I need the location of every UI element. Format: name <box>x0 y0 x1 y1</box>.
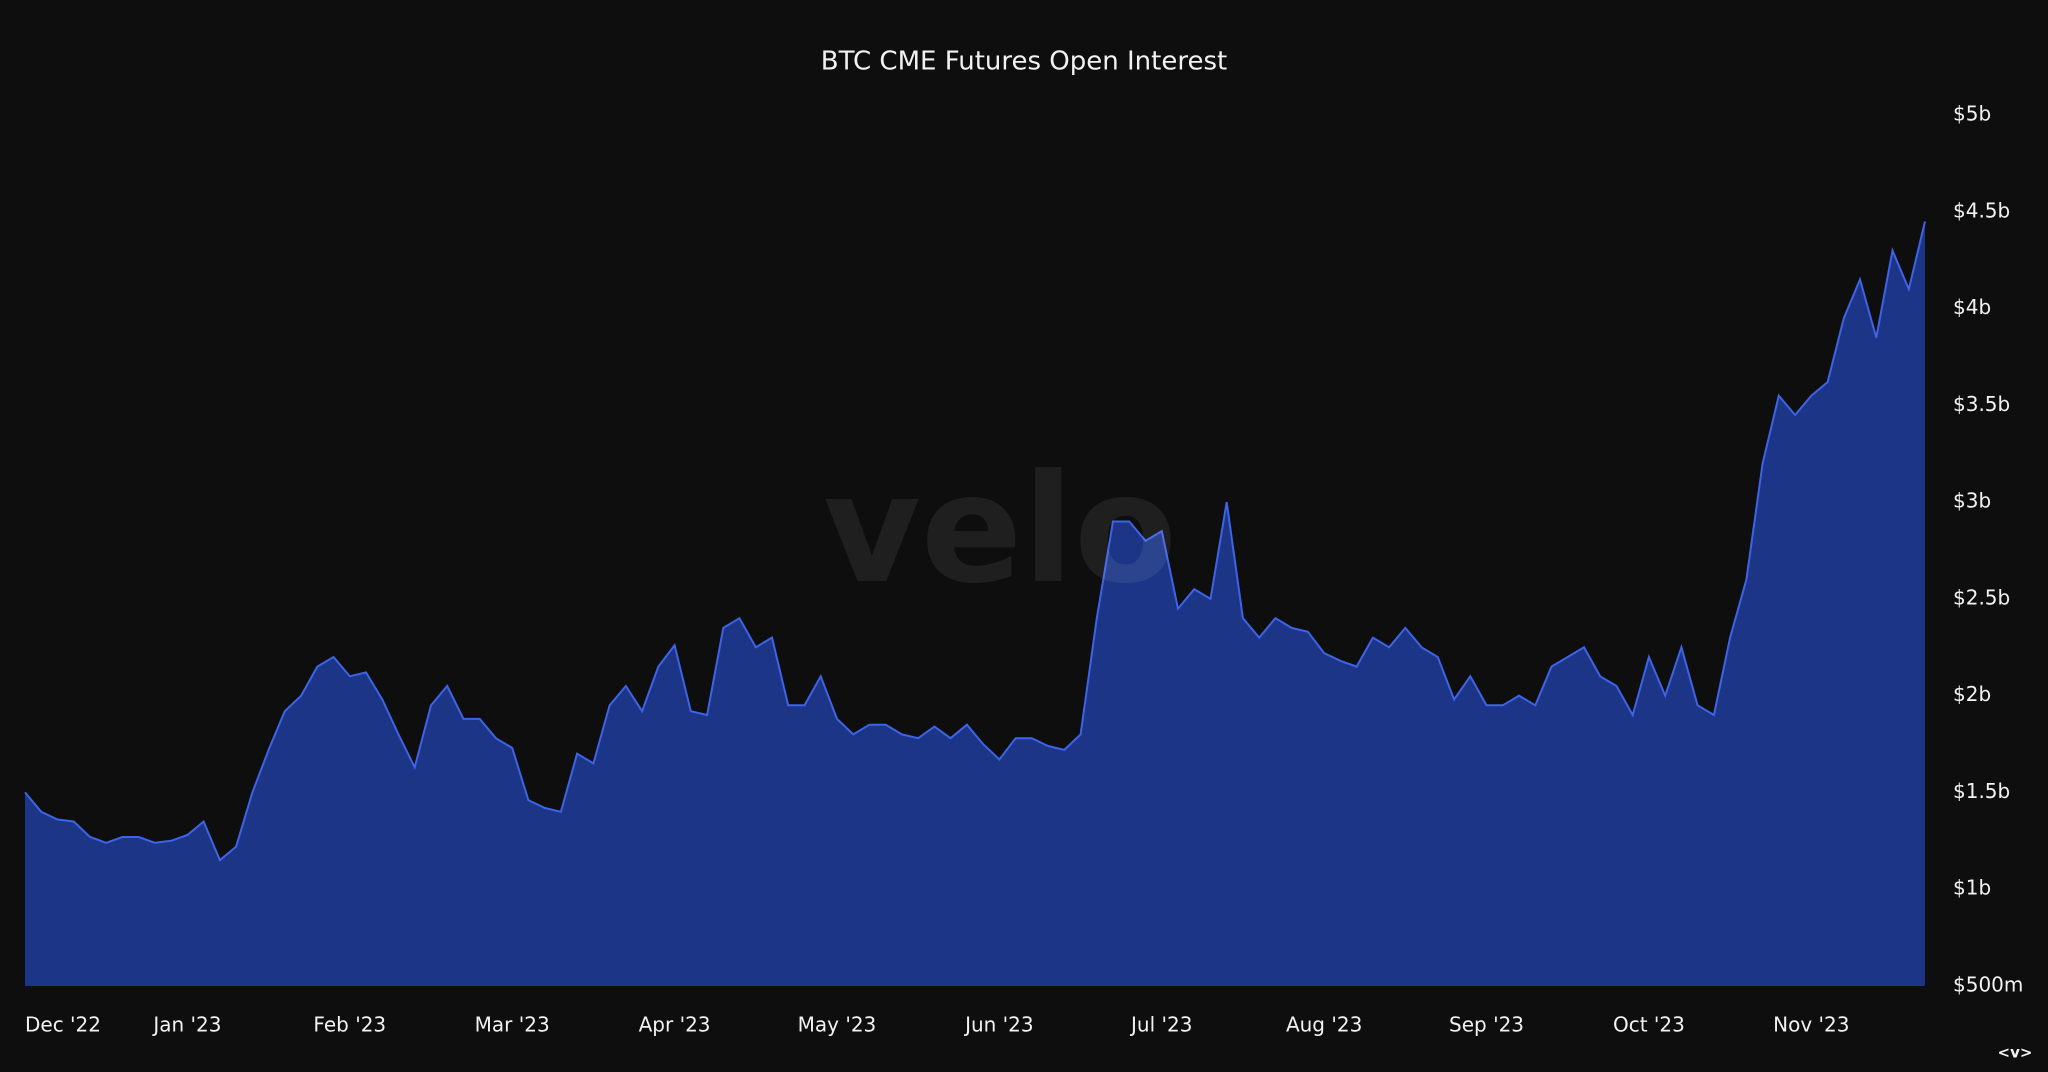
y-tick-label: $1.5b <box>1953 779 2010 803</box>
x-tick-label: Jun '23 <box>963 1013 1034 1037</box>
y-tick-label: $2b <box>1953 682 1991 706</box>
x-tick-label: Feb '23 <box>313 1013 386 1037</box>
watermark: velo <box>823 443 1177 617</box>
y-tick-label: $5b <box>1953 102 1991 126</box>
x-tick-label: Dec '22 <box>25 1013 101 1037</box>
x-tick-label: Jan '23 <box>151 1013 221 1037</box>
y-tick-label: $3b <box>1953 489 1991 513</box>
y-tick-label: $3.5b <box>1953 392 2010 416</box>
x-tick-label: Mar '23 <box>475 1013 550 1037</box>
x-tick-label: Sep '23 <box>1449 1013 1524 1037</box>
y-tick-label: $2.5b <box>1953 585 2010 609</box>
x-tick-label: Nov '23 <box>1773 1013 1849 1037</box>
chart-title: BTC CME Futures Open Interest <box>821 47 1227 77</box>
area <box>25 221 1925 986</box>
x-tick-label: Oct '23 <box>1613 1013 1685 1037</box>
x-tick-label: Apr '23 <box>639 1013 711 1037</box>
y-tick-label: $1b <box>1953 876 1991 900</box>
x-tick-label: Aug '23 <box>1286 1013 1362 1037</box>
y-tick-label: $500m <box>1953 973 2023 997</box>
y-tick-label: $4.5b <box>1953 198 2010 222</box>
x-tick-label: May '23 <box>798 1013 877 1037</box>
y-tick-label: $4b <box>1953 295 1991 319</box>
x-tick-label: Jul '23 <box>1129 1013 1192 1037</box>
line <box>24 221 1926 862</box>
footer-mark[interactable]: <v> <box>1998 1044 2033 1062</box>
